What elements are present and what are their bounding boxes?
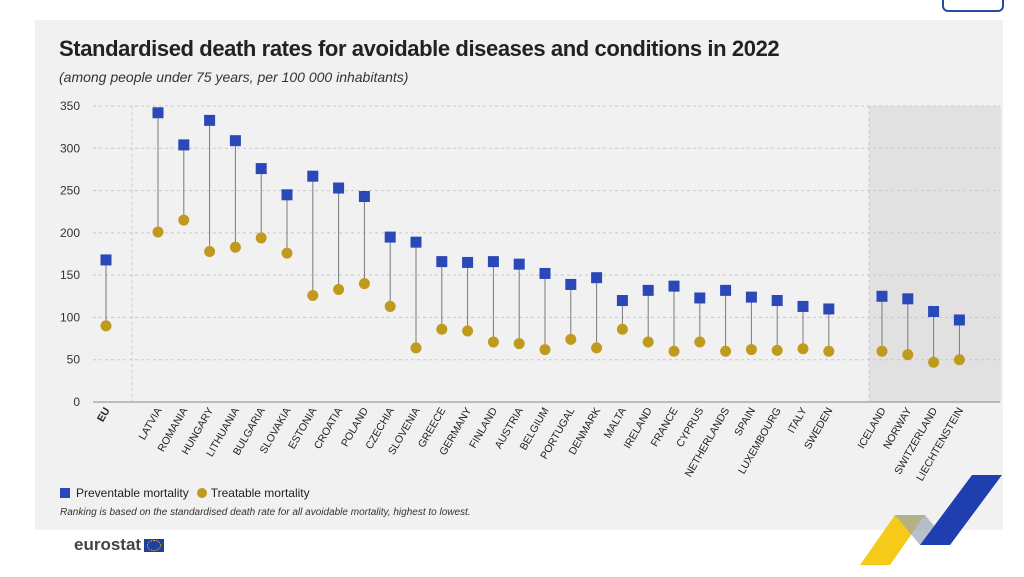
preventable-point xyxy=(720,284,732,296)
treatable-point xyxy=(668,345,680,357)
y-tick-label: 100 xyxy=(60,310,80,324)
treatable-point xyxy=(204,245,216,257)
eurostat-logo: eurostat xyxy=(74,535,165,555)
treatable-point xyxy=(100,320,112,332)
preventable-point xyxy=(281,189,293,201)
preventable-point xyxy=(384,231,396,243)
preventable-point xyxy=(694,292,706,304)
legend-preventable-marker xyxy=(60,488,70,498)
y-tick-label: 150 xyxy=(60,268,80,282)
y-tick-label: 300 xyxy=(60,141,80,155)
legend-treatable-marker xyxy=(196,488,207,498)
treatable-point xyxy=(358,278,370,290)
preventable-point xyxy=(797,300,809,312)
preventable-point xyxy=(823,303,835,315)
eu-flag-icon xyxy=(144,538,165,552)
preventable-point xyxy=(410,236,422,248)
preventable-point xyxy=(928,306,940,318)
treatable-point xyxy=(229,241,241,253)
legend-treatable-label: Treatable mortality xyxy=(210,486,310,500)
x-tick-label: SPAIN xyxy=(732,406,758,439)
treatable-point xyxy=(384,300,396,312)
treatable-point xyxy=(591,342,603,354)
x-tick-label: MALTA xyxy=(602,406,629,441)
y-tick-label: 350 xyxy=(60,99,80,113)
preventable-point xyxy=(771,295,783,307)
preventable-point xyxy=(591,272,603,284)
preventable-point xyxy=(436,256,448,268)
preventable-point xyxy=(462,256,474,268)
y-tick-label: 200 xyxy=(60,226,80,240)
treatable-point xyxy=(487,336,499,348)
treatable-point xyxy=(928,356,940,368)
treatable-point xyxy=(281,247,293,259)
treatable-point xyxy=(152,226,164,238)
ranking-note: Ranking is based on the standardised dea… xyxy=(60,507,471,518)
legend: Preventable mortality Treatable mortalit… xyxy=(60,486,310,500)
y-tick-label: 0 xyxy=(73,395,80,409)
treatable-point xyxy=(462,325,474,337)
preventable-point xyxy=(668,280,680,292)
preventable-point xyxy=(307,170,319,182)
chart-subtitle: (among people under 75 years, per 100 00… xyxy=(59,69,409,85)
treatable-point xyxy=(565,333,577,345)
preventable-point xyxy=(487,256,499,268)
treatable-point xyxy=(513,338,525,350)
preventable-point xyxy=(565,278,577,290)
non-eu-band xyxy=(869,106,1001,402)
legend-preventable-label: Preventable mortality xyxy=(76,486,189,500)
treatable-point xyxy=(436,323,448,335)
y-tick-label: 50 xyxy=(67,353,81,367)
preventable-point xyxy=(333,182,345,194)
treatable-point xyxy=(178,214,190,226)
treatable-point xyxy=(720,345,732,357)
treatable-point xyxy=(539,344,551,356)
preventable-point xyxy=(616,295,628,307)
preventable-point xyxy=(358,190,370,202)
x-tick-label: ITALY xyxy=(785,406,809,436)
treatable-point xyxy=(823,345,835,357)
treatable-point xyxy=(410,342,422,354)
treatable-point xyxy=(771,344,783,356)
treatable-point xyxy=(255,232,267,244)
x-tick-label: EU xyxy=(95,406,113,425)
y-tick-label: 250 xyxy=(60,184,80,198)
treatable-point xyxy=(616,323,628,335)
treatable-point xyxy=(333,284,345,296)
brand-text: eurostat xyxy=(74,535,142,554)
treatable-point xyxy=(642,336,654,348)
treatable-point xyxy=(797,343,809,355)
preventable-point xyxy=(876,290,888,302)
treatable-point xyxy=(953,354,965,366)
treatable-point xyxy=(902,349,914,361)
preventable-point xyxy=(953,314,965,326)
preventable-point xyxy=(902,293,914,305)
preventable-point xyxy=(204,114,216,126)
treatable-point xyxy=(307,289,319,301)
preventable-point xyxy=(513,258,525,270)
preventable-point xyxy=(100,254,112,266)
preventable-point xyxy=(745,291,757,303)
top-right-button[interactable] xyxy=(942,0,1004,12)
preventable-point xyxy=(152,107,164,119)
preventable-point xyxy=(642,284,654,296)
treatable-point xyxy=(745,344,757,356)
preventable-point xyxy=(229,135,241,147)
preventable-point xyxy=(539,267,551,279)
preventable-point xyxy=(255,163,267,175)
preventable-point xyxy=(178,139,190,151)
chart-title: Standardised death rates for avoidable d… xyxy=(59,36,780,61)
eurostat-decoration-graphic xyxy=(860,475,1002,565)
treatable-point xyxy=(694,336,706,348)
treatable-point xyxy=(876,345,888,357)
x-tick-label: LATVIA xyxy=(137,406,165,443)
